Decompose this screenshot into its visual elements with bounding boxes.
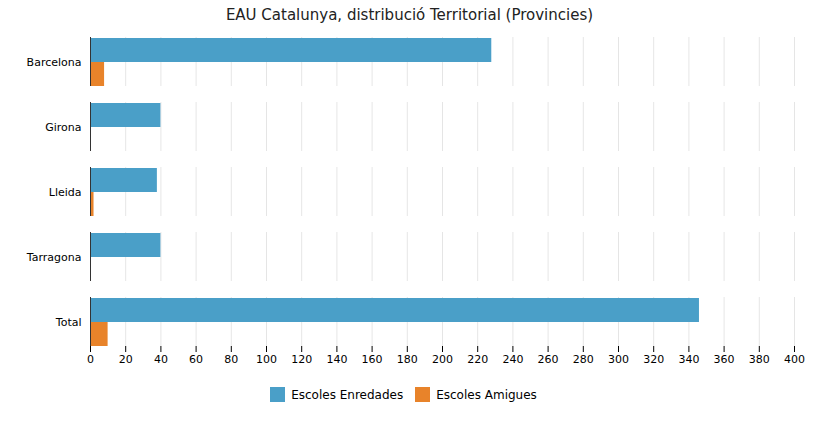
svg-text:220: 220	[467, 353, 488, 366]
svg-text:Girona: Girona	[45, 121, 81, 134]
svg-text:120: 120	[291, 353, 312, 366]
svg-text:140: 140	[326, 353, 347, 366]
html-text:Escoles Amigues: Escoles Amigues	[436, 387, 537, 402]
svg-text:340: 340	[678, 353, 699, 366]
html-text:Escoles Enredades: Escoles Enredades	[291, 387, 404, 402]
svg-text:200: 200	[432, 353, 453, 366]
svg-text:40: 40	[154, 353, 168, 366]
svg-text:300: 300	[608, 353, 629, 366]
svg-text:0: 0	[87, 353, 94, 366]
svg-text:60: 60	[189, 353, 203, 366]
svg-text:260: 260	[538, 353, 559, 366]
svg-text:20: 20	[119, 353, 133, 366]
svg-text:180: 180	[397, 353, 418, 366]
svg-text:80: 80	[224, 353, 238, 366]
html-text:EAU Catalunya, distribució Ter: EAU Catalunya, distribució Territorial (…	[225, 6, 594, 24]
svg-text:240: 240	[502, 353, 523, 366]
svg-text:400: 400	[784, 353, 805, 366]
svg-text:Barcelona: Barcelona	[27, 56, 82, 69]
svg-text:100: 100	[256, 353, 277, 366]
svg-text:160: 160	[362, 353, 383, 366]
svg-text:380: 380	[749, 353, 770, 366]
svg-text:Tarragona: Tarragona	[26, 251, 82, 264]
svg-text:Lleida: Lleida	[49, 186, 82, 199]
svg-text:360: 360	[714, 353, 735, 366]
svg-text:320: 320	[643, 353, 664, 366]
svg-text:Total: Total	[55, 316, 82, 329]
svg-text:280: 280	[573, 353, 594, 366]
